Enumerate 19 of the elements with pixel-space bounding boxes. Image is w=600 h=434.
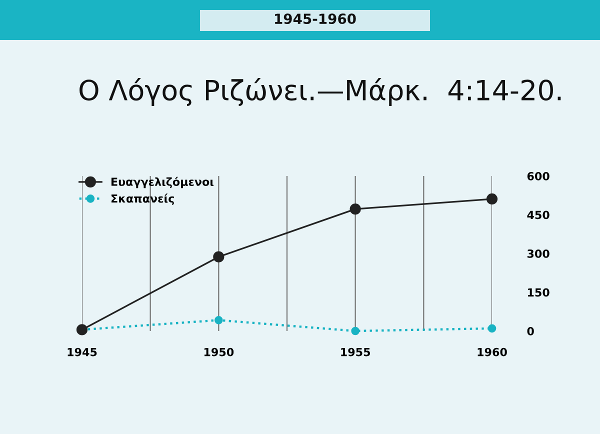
x-tick-label: 1950 xyxy=(204,348,234,356)
y-tick-label: 0 xyxy=(527,326,534,336)
point xyxy=(350,204,361,215)
x-tick-label: 1960 xyxy=(478,348,507,356)
y-tick-label: 450 xyxy=(527,210,550,220)
y-tick-label: 600 xyxy=(527,172,550,180)
y-tick-label: 300 xyxy=(527,249,550,258)
x-tick-label: 1945 xyxy=(68,348,97,356)
legend-label: Σκαπανείς xyxy=(111,194,174,205)
point xyxy=(486,193,498,205)
point xyxy=(488,324,496,333)
point xyxy=(213,251,224,262)
text: 1945-1960 xyxy=(275,14,356,24)
chart-title: Ο Λόγος Ριζώνει.—Μάρκ. 4:14-20. xyxy=(80,78,561,106)
x-tick-label: 1955 xyxy=(341,348,370,356)
legend-label: Ευαγγελιζόμενοι xyxy=(111,176,214,188)
y-tick-label: 150 xyxy=(528,288,550,297)
point xyxy=(351,326,360,336)
point xyxy=(214,316,223,324)
